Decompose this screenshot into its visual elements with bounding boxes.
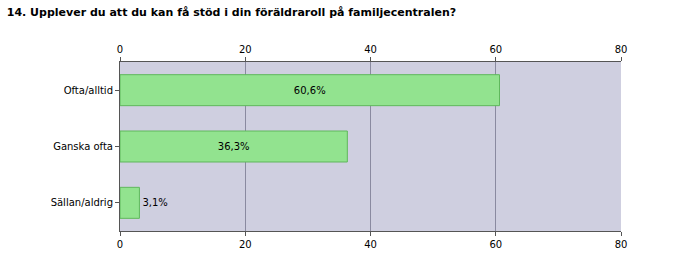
svg-text:0: 0 [117,44,123,55]
svg-text:20: 20 [239,44,252,55]
svg-text:80: 80 [615,239,628,250]
svg-text:60: 60 [489,239,502,250]
svg-text:Sällan/aldrig: Sällan/aldrig [51,197,113,208]
svg-text:Ofta/alltid: Ofta/alltid [64,85,113,96]
svg-text:14. Upplever du att du kan få: 14. Upplever du att du kan få stöd i din… [7,6,456,19]
svg-text:Ganska ofta: Ganska ofta [53,141,113,152]
svg-text:60: 60 [489,44,502,55]
svg-text:0: 0 [117,239,123,250]
svg-text:3,1%: 3,1% [142,197,167,208]
svg-text:60,6%: 60,6% [294,85,326,96]
svg-text:40: 40 [364,239,377,250]
svg-text:80: 80 [615,44,628,55]
svg-text:36,3%: 36,3% [218,141,250,152]
svg-text:20: 20 [239,239,252,250]
svg-text:40: 40 [364,44,377,55]
